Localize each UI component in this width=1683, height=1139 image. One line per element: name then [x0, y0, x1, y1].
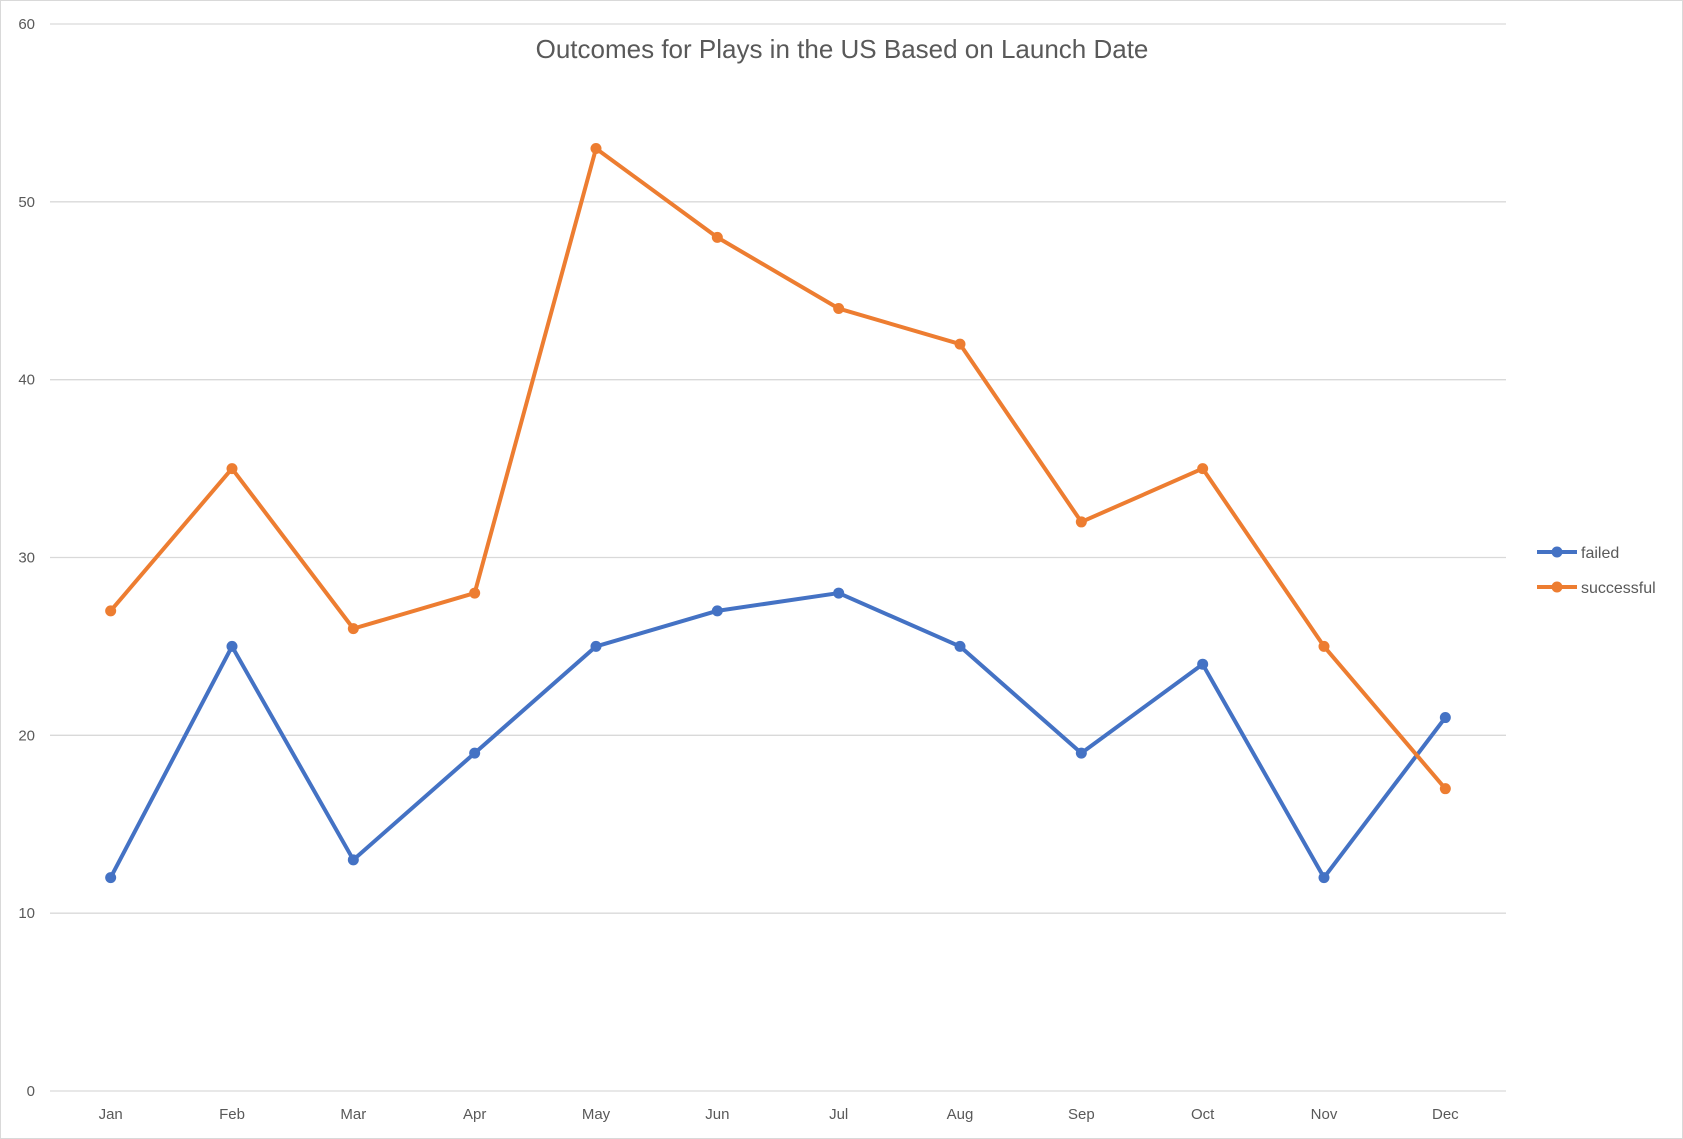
x-tick-label: May [582, 1106, 611, 1123]
y-tick-label: 40 [18, 372, 35, 389]
x-tick-label: Nov [1311, 1106, 1338, 1123]
legend-item-successful[interactable]: successful [1537, 580, 1656, 597]
legend-marker [1551, 581, 1563, 593]
series-failed [105, 587, 1451, 884]
data-point-successful-Apr [469, 587, 481, 599]
legend[interactable]: failed successful [1537, 545, 1656, 597]
data-point-failed-Nov [1318, 872, 1330, 884]
series-lines [105, 142, 1451, 884]
y-tick-label: 20 [18, 727, 35, 744]
data-point-failed-Mar [347, 854, 359, 866]
data-point-failed-Sep [1075, 747, 1087, 759]
data-point-successful-Jan [105, 605, 117, 617]
series-successful [105, 142, 1451, 795]
data-point-successful-Feb [226, 463, 238, 475]
data-point-successful-Nov [1318, 640, 1330, 652]
series-line-successful [108, 146, 1448, 791]
gridlines [50, 23, 1506, 1092]
x-tick-label: Feb [219, 1106, 245, 1123]
y-tick-label: 30 [18, 550, 35, 567]
data-point-failed-Jan [105, 872, 117, 884]
data-point-successful-Oct [1197, 463, 1209, 475]
y-axis-tick-labels: 0 10 20 30 40 50 60 [18, 16, 35, 1100]
y-tick-label: 60 [18, 16, 35, 33]
chart-title: Outcomes for Plays in the US Based on La… [536, 34, 1149, 64]
legend-item-failed[interactable]: failed [1537, 545, 1619, 562]
legend-marker [1551, 546, 1563, 558]
legend-label: failed [1581, 545, 1619, 562]
data-point-successful-Jun [711, 231, 723, 243]
y-tick-label: 50 [18, 194, 35, 211]
data-point-successful-Dec [1439, 783, 1451, 795]
data-point-failed-Oct [1197, 658, 1209, 670]
x-tick-label: Jan [99, 1106, 123, 1123]
x-tick-label: Jul [829, 1106, 848, 1123]
data-point-failed-Jul [833, 587, 845, 599]
x-tick-label: Aug [947, 1106, 974, 1123]
data-point-successful-May [590, 142, 602, 154]
x-tick-label: Dec [1432, 1106, 1459, 1123]
x-tick-label: Apr [463, 1106, 486, 1123]
data-point-failed-May [590, 640, 602, 652]
x-tick-label: Mar [340, 1106, 366, 1123]
x-tick-label: Oct [1191, 1106, 1215, 1123]
data-point-failed-Aug [954, 640, 966, 652]
data-point-failed-Apr [469, 747, 481, 759]
data-point-failed-Dec [1439, 712, 1451, 724]
x-tick-label: Sep [1068, 1106, 1095, 1123]
x-axis-tick-labels: Jan Feb Mar Apr May Jun Jul Aug Sep Oct Nov Dec [99, 1106, 1460, 1123]
y-tick-label: 0 [27, 1083, 35, 1100]
data-point-failed-Feb [226, 640, 238, 652]
data-point-failed-Jun [711, 605, 723, 617]
legend-label: successful [1581, 580, 1656, 597]
data-point-successful-Aug [954, 338, 966, 350]
data-point-successful-Sep [1075, 516, 1087, 528]
x-tick-label: Jun [705, 1106, 729, 1123]
data-point-successful-Mar [347, 623, 359, 635]
y-tick-label: 10 [18, 905, 35, 922]
series-line-failed [108, 591, 1448, 880]
data-point-successful-Jul [833, 303, 845, 315]
